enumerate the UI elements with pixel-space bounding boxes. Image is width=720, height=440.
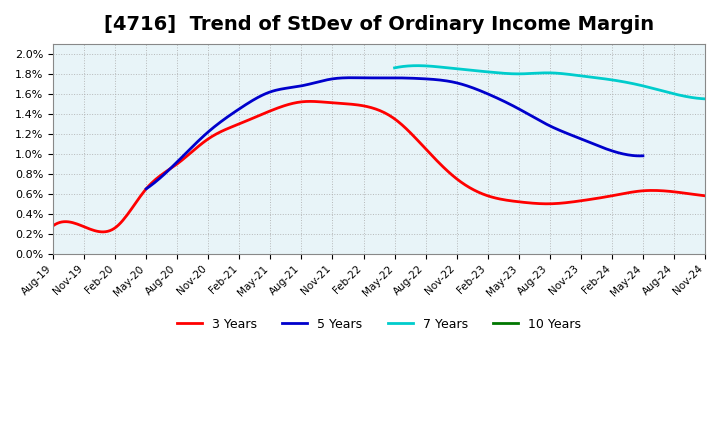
Line: 5 Years: 5 Years — [146, 78, 643, 189]
3 Years — [99, 229, 107, 235]
3 Years — [306, 99, 315, 104]
3 Years — [701, 193, 709, 198]
5 Years — [639, 153, 647, 158]
7 Years — [581, 74, 590, 79]
Line: 7 Years: 7 Years — [395, 66, 705, 99]
5 Years — [142, 186, 150, 191]
5 Years — [143, 185, 152, 190]
5 Years — [346, 75, 355, 81]
3 Years — [441, 166, 450, 172]
3 Years — [49, 223, 58, 228]
3 Years — [452, 176, 461, 181]
Title: [4716]  Trend of StDev of Ordinary Income Margin: [4716] Trend of StDev of Ordinary Income… — [104, 15, 654, 34]
7 Years — [653, 87, 662, 92]
7 Years — [701, 96, 709, 102]
3 Years — [603, 194, 611, 199]
5 Years — [562, 131, 571, 136]
7 Years — [575, 73, 584, 78]
5 Years — [448, 79, 456, 84]
3 Years — [439, 165, 448, 170]
3 Years — [644, 188, 652, 193]
5 Years — [439, 78, 448, 83]
5 Years — [594, 143, 603, 148]
3 Years — [51, 222, 60, 227]
Line: 3 Years: 3 Years — [53, 101, 705, 232]
7 Years — [391, 65, 400, 70]
7 Years — [413, 63, 422, 68]
7 Years — [672, 92, 681, 97]
5 Years — [438, 77, 446, 83]
Legend: 3 Years, 5 Years, 7 Years, 10 Years: 3 Years, 5 Years, 7 Years, 10 Years — [172, 313, 585, 336]
7 Years — [390, 65, 399, 70]
7 Years — [576, 73, 585, 78]
